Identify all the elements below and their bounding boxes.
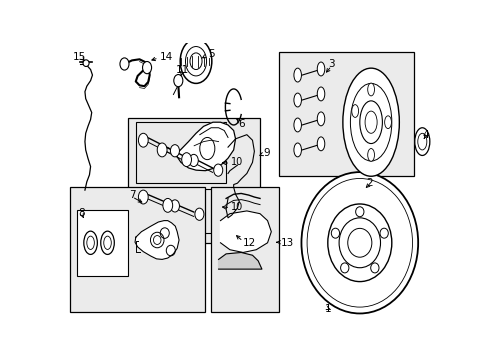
Text: 4: 4: [422, 130, 428, 140]
Ellipse shape: [293, 93, 301, 107]
Polygon shape: [177, 122, 235, 171]
Ellipse shape: [367, 83, 374, 96]
Ellipse shape: [138, 190, 148, 204]
Ellipse shape: [367, 149, 374, 161]
Ellipse shape: [370, 263, 378, 273]
Ellipse shape: [170, 145, 179, 157]
Ellipse shape: [195, 208, 203, 220]
Text: 6: 6: [237, 118, 244, 129]
Ellipse shape: [331, 228, 339, 238]
Ellipse shape: [317, 112, 324, 126]
Ellipse shape: [293, 118, 301, 132]
Text: 8: 8: [79, 208, 85, 218]
Ellipse shape: [351, 105, 358, 117]
Ellipse shape: [83, 60, 89, 67]
Bar: [278, 51, 413, 176]
Text: 2: 2: [365, 178, 372, 188]
Ellipse shape: [180, 39, 211, 84]
Ellipse shape: [101, 231, 114, 255]
Ellipse shape: [317, 137, 324, 151]
Text: 10: 10: [230, 157, 243, 167]
Ellipse shape: [170, 200, 179, 212]
Ellipse shape: [340, 263, 348, 273]
Bar: [211, 187, 278, 312]
Ellipse shape: [414, 128, 429, 156]
Bar: [128, 118, 260, 243]
Text: 9: 9: [263, 148, 270, 158]
Ellipse shape: [379, 228, 387, 238]
Ellipse shape: [293, 143, 301, 157]
Ellipse shape: [301, 172, 417, 314]
Ellipse shape: [138, 133, 148, 147]
Ellipse shape: [83, 231, 97, 255]
Ellipse shape: [142, 62, 151, 74]
Bar: [77, 210, 128, 276]
Bar: [136, 122, 225, 183]
Ellipse shape: [293, 68, 301, 82]
Ellipse shape: [213, 164, 223, 176]
Polygon shape: [135, 221, 179, 260]
Text: 10: 10: [230, 202, 243, 212]
Text: 1: 1: [324, 304, 330, 314]
Ellipse shape: [317, 87, 324, 101]
Text: 14: 14: [159, 51, 172, 62]
Ellipse shape: [157, 143, 167, 157]
Ellipse shape: [163, 198, 172, 212]
Ellipse shape: [384, 116, 390, 129]
Text: 15: 15: [73, 52, 86, 62]
Bar: [70, 187, 205, 312]
Polygon shape: [220, 211, 271, 252]
Ellipse shape: [342, 68, 399, 176]
Bar: [136, 189, 225, 233]
Polygon shape: [218, 252, 262, 269]
Text: 11: 11: [175, 64, 188, 75]
Text: 12: 12: [243, 238, 256, 248]
Ellipse shape: [189, 154, 198, 167]
Ellipse shape: [173, 75, 183, 87]
Ellipse shape: [182, 153, 191, 167]
Text: 7: 7: [128, 190, 135, 200]
Ellipse shape: [355, 207, 363, 217]
Text: 5: 5: [208, 49, 215, 59]
Text: 3: 3: [327, 59, 334, 69]
Text: 13: 13: [280, 238, 293, 248]
Ellipse shape: [317, 62, 324, 76]
Ellipse shape: [120, 58, 129, 70]
